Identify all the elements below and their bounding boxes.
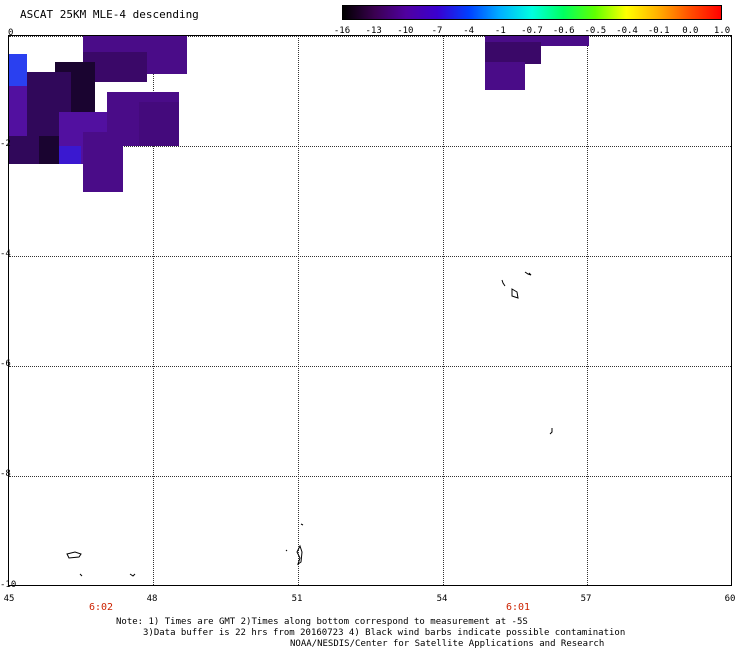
swath-cell — [83, 132, 123, 192]
color-scale-tick-label: -0.7 — [521, 26, 543, 36]
lon-label-48: 48 — [146, 594, 158, 604]
lon-label-45: 45 — [3, 594, 15, 604]
gridline-lat-m6 — [9, 366, 731, 367]
gridline-lat-m8 — [9, 476, 731, 477]
swath-cell — [39, 136, 59, 164]
note-line-2: 3)Data buffer is 22 hrs from 20160723 4)… — [143, 628, 626, 638]
color-scale-tick-label: -13 — [365, 26, 382, 36]
color-scale-tick-label: -4 — [463, 26, 475, 36]
color-scale-tick-label: -0.5 — [584, 26, 607, 36]
lat-label-m4: -4 — [0, 249, 11, 259]
color-scale-labels: -16 -13 -10 -7 -4 -1 -0.7 -0.6 -0.5 -0.4 -0.1 0.0 1.… — [333, 26, 736, 38]
color-scale-tick-label: 1.0 — [713, 26, 731, 36]
color-scale-tick-label: -0.4 — [616, 26, 638, 36]
lat-label-m8: -8 — [0, 469, 11, 479]
gridline-lat-m4 — [9, 256, 731, 257]
lon-label-51: 51 — [291, 594, 303, 604]
swath-cell — [485, 62, 525, 90]
lat-label-0: 0 — [8, 28, 14, 38]
time-label-left: 6:02 — [88, 602, 114, 613]
color-scale-tick-label: -10 — [397, 26, 414, 36]
gridline-lon-48 — [153, 36, 154, 585]
swath-cell — [139, 102, 179, 146]
lon-label-57: 57 — [580, 594, 592, 604]
time-label-right: 6:01 — [505, 602, 531, 613]
color-scale-tick-label: -16 — [333, 26, 351, 36]
note-line-1: Note: 1) Times are GMT 2)Times along bot… — [116, 617, 528, 627]
map-title: ASCAT 25KM MLE-4 descending — [20, 8, 199, 21]
color-scale-tick-label: -1 — [494, 26, 506, 36]
gridline-lat-m2 — [9, 146, 731, 147]
lat-label-m10: -10 — [0, 580, 17, 590]
lat-label-m6: -6 — [0, 359, 11, 369]
map-plot-area — [8, 35, 732, 586]
color-scale-tick-label: -0.1 — [647, 26, 670, 36]
color-scale-tick-label: -7 — [431, 26, 443, 36]
color-scale-bar — [342, 5, 722, 20]
swath-cell — [59, 146, 81, 164]
color-scale-tick-label: -0.6 — [552, 26, 575, 36]
swath-cell — [485, 36, 589, 46]
coastline-outlines — [66, 271, 553, 577]
color-scale-tick-label: 0.0 — [682, 26, 699, 36]
gridline-lat-m0-top — [9, 36, 731, 37]
gridline-lon-57 — [587, 36, 588, 585]
lat-label-m2: -2 — [0, 139, 11, 149]
gridline-lon-51 — [298, 36, 299, 585]
lon-label-60: 60 — [724, 594, 736, 604]
lon-label-54: 54 — [436, 594, 448, 604]
note-line-3: NOAA/NESDIS/Center for Satellite Applica… — [290, 639, 605, 649]
swath-cell — [9, 54, 27, 94]
swath-cell — [9, 86, 27, 142]
gridline-lon-54 — [443, 36, 444, 585]
swath-cell — [485, 42, 541, 64]
